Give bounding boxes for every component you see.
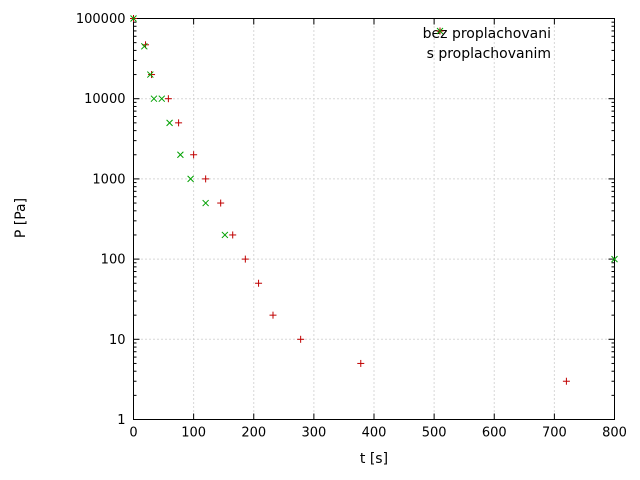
x-axis-label: t [s] bbox=[359, 451, 389, 467]
x-tick-label: 300 bbox=[301, 426, 326, 441]
series-cross bbox=[130, 15, 618, 263]
y-tick-label: 10000 bbox=[84, 92, 125, 107]
x-tick-label: 400 bbox=[362, 426, 387, 441]
data-point-cross bbox=[611, 255, 618, 263]
data-point-cross bbox=[221, 231, 229, 239]
cross-marker-icon bbox=[436, 27, 585, 61]
series-plus bbox=[130, 15, 570, 385]
data-point-cross bbox=[436, 27, 444, 35]
cross-sample bbox=[436, 27, 444, 35]
x-tick-label: 700 bbox=[542, 426, 567, 441]
data-point-cross bbox=[130, 15, 137, 22]
x-tick-label: 0 bbox=[129, 426, 137, 441]
data-point-cross bbox=[146, 71, 154, 78]
legend-label: s proplachovanim bbox=[426, 46, 551, 62]
data-point-cross bbox=[166, 119, 173, 127]
x-tick-label: 200 bbox=[241, 426, 266, 441]
data-point-cross bbox=[158, 95, 166, 103]
x-tick-label: 800 bbox=[602, 426, 627, 441]
y-tick-label: 100 bbox=[101, 253, 126, 268]
x-tick-label: 600 bbox=[482, 426, 507, 441]
x-tick-label: 500 bbox=[422, 426, 447, 441]
plus-marker-icon bbox=[436, 27, 585, 41]
legend: bez proplachovani s proplachovanim bbox=[423, 24, 585, 64]
legend-label: bez proplachovani bbox=[422, 26, 551, 42]
y-tick-label: 1 bbox=[117, 413, 125, 428]
legend-entry-s-proplachovanim: s proplachovanim bbox=[423, 27, 585, 64]
y-tick-label: 10 bbox=[109, 333, 126, 348]
data-point-cross bbox=[177, 151, 184, 159]
x-tick-label: 100 bbox=[181, 426, 206, 441]
y-tick-label: 100000 bbox=[76, 12, 126, 27]
y-tick-label: 1000 bbox=[92, 172, 125, 187]
data-point-cross bbox=[150, 95, 158, 103]
data-point-cross bbox=[140, 42, 148, 50]
data-point-cross bbox=[202, 199, 210, 207]
y-axis-label: P [Pa] bbox=[13, 197, 29, 239]
data-point-cross bbox=[187, 175, 194, 183]
